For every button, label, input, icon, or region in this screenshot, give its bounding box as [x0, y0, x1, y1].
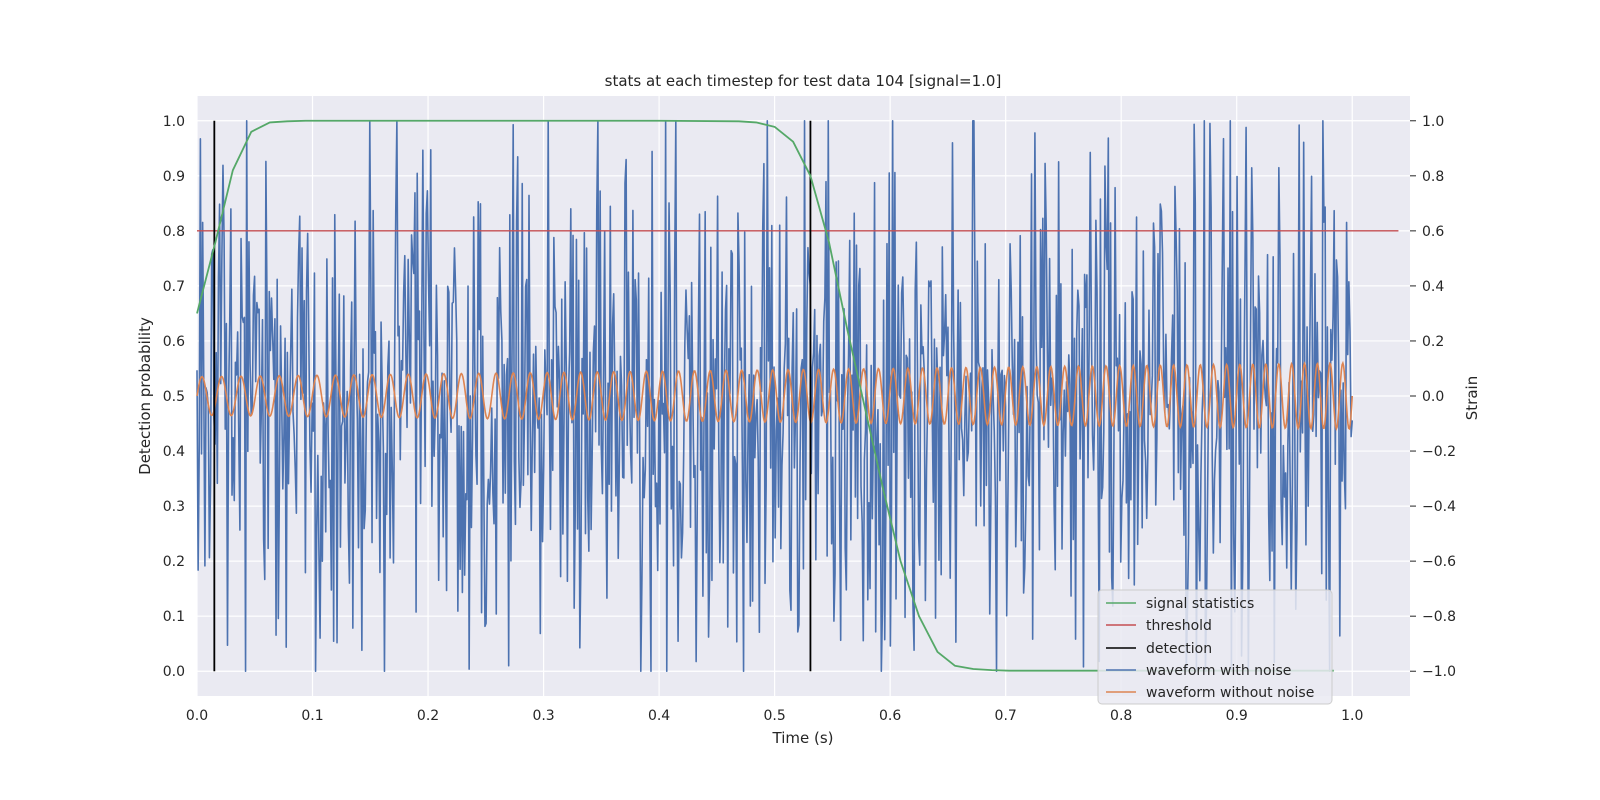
legend-label-waveform-with-noise: waveform with noise [1146, 663, 1291, 679]
x-tick-label: 0.6 [879, 708, 901, 724]
y-tick-label-left: 0.6 [163, 334, 185, 350]
x-tick-label: 1.0 [1341, 708, 1363, 724]
y-tick-label-right: −1.0 [1422, 664, 1456, 680]
x-tick-label: 0.9 [1226, 708, 1248, 724]
y-tick-label-right: −0.2 [1422, 444, 1456, 460]
y-axis-label-right: Strain [1463, 376, 1481, 420]
y-tick-label-left: 0.0 [163, 664, 185, 680]
x-tick-label: 0.4 [648, 708, 670, 724]
y-tick-label-right: −0.6 [1422, 554, 1456, 570]
y-tick-label-right: 0.4 [1422, 279, 1444, 295]
legend-box [1097, 589, 1333, 705]
y-tick-label-left: 0.8 [163, 224, 185, 240]
series-signal-statistics [196, 119, 1334, 672]
series-layer [196, 119, 1399, 673]
y-tick-label-left: 0.2 [163, 554, 185, 570]
y-tick-label-right: 0.2 [1422, 334, 1444, 350]
y-tick-label-left: 0.7 [163, 279, 185, 295]
x-tick-label: 0.5 [763, 708, 785, 724]
y-tick-label-right: 0.0 [1422, 389, 1444, 405]
y-tick-label-right: 0.6 [1422, 224, 1444, 240]
chart-title: stats at each timestep for test data 104… [605, 72, 1002, 90]
y-tick-label-left: 0.5 [163, 389, 185, 405]
y-tick-label-left: 0.1 [163, 609, 185, 625]
legend-label-detection: detection [1146, 641, 1212, 657]
y-tick-label-right: 0.8 [1422, 169, 1444, 185]
legend-label-threshold: threshold [1146, 618, 1212, 634]
x-axis-label: Time (s) [772, 729, 834, 747]
series-waveform-without-noise [196, 360, 1354, 432]
y-axis-label-left: Detection probability [136, 317, 154, 475]
x-tick-label: 0.1 [301, 708, 323, 724]
legend-label-signal-statistics: signal statistics [1146, 596, 1254, 612]
legend-label-waveform-without-noise: waveform without noise [1146, 685, 1314, 701]
x-tick-label: 0.3 [532, 708, 554, 724]
x-tick-label: 0.8 [1110, 708, 1132, 724]
y-tick-label-left: 0.9 [163, 169, 185, 185]
y-tick-label-left: 0.4 [163, 444, 185, 460]
x-tick-label: 0.7 [995, 708, 1017, 724]
y-tick-label-left: 0.3 [163, 499, 185, 515]
legend: signal statistics threshold detection wa… [1097, 589, 1333, 705]
y-tick-label-right: −0.4 [1422, 499, 1456, 515]
y-tick-label-right: 1.0 [1422, 114, 1444, 130]
y-tick-label-right: −0.8 [1422, 609, 1456, 625]
x-tick-label: 0.2 [417, 708, 439, 724]
series-waveform-with-noise [196, 119, 1354, 673]
x-tick-label: 0.0 [186, 708, 208, 724]
ticks: 0.0 0.1 0.2 0.3 0.4 0.5 0.6 0.7 0.8 0.9 1.0 0.0 0.1 0… [163, 114, 1456, 724]
y-tick-label-left: 1.0 [163, 114, 185, 130]
